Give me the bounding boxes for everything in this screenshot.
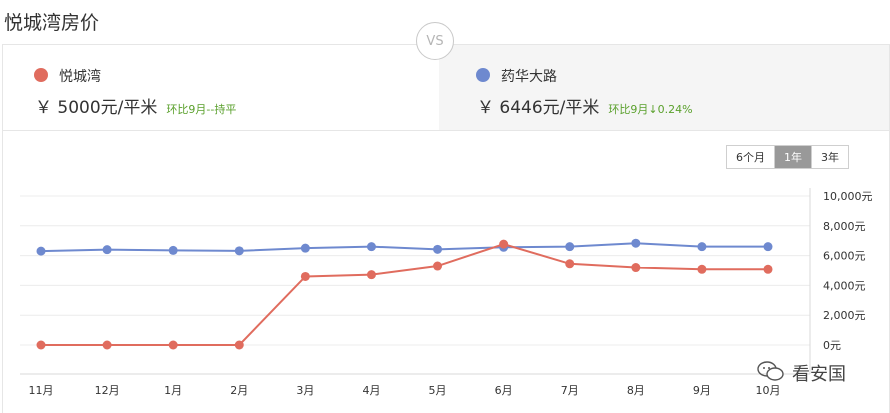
data-point <box>168 245 178 255</box>
data-point <box>168 340 178 350</box>
y-tick-label: 2,000元 <box>823 309 866 322</box>
y-tick-label: 8,000元 <box>823 220 866 233</box>
compare-left: 悦城湾 ￥ 5000元/平米 环比9月--持平 <box>3 45 439 130</box>
series-line <box>40 242 768 253</box>
watermark-text: 看安国 <box>792 364 846 385</box>
page-title: 悦城湾房价 <box>4 12 100 34</box>
x-tick-label: 7月 <box>561 384 579 397</box>
vs-badge: VS <box>416 22 454 60</box>
data-point <box>366 242 376 252</box>
data-point <box>234 246 244 256</box>
data-point <box>763 242 773 252</box>
range-tab-3-years[interactable]: 3年 <box>812 146 848 168</box>
data-point <box>631 238 641 248</box>
data-point <box>300 271 310 281</box>
data-point <box>499 239 509 249</box>
data-point <box>697 242 707 252</box>
range-tab-6-months[interactable]: 6个月 <box>727 146 775 168</box>
data-point <box>697 264 707 274</box>
data-point <box>234 340 244 350</box>
compare-right: 药华大路 ￥ 6446元/平米 环比9月↓0.24% <box>439 45 889 130</box>
y-tick-label: 6,000元 <box>823 250 866 263</box>
data-point <box>36 246 46 256</box>
comparison-panel: 悦城湾 ￥ 5000元/平米 环比9月--持平 药华大路 ￥ 6446元/平米 … <box>2 44 890 131</box>
compare-left-trend: 环比9月--持平 <box>166 103 237 116</box>
x-tick-label: 4月 <box>362 384 380 397</box>
x-tick-label: 3月 <box>296 384 314 397</box>
data-point <box>565 259 575 269</box>
data-point <box>565 242 575 252</box>
data-point <box>300 243 310 253</box>
x-tick-label: 1月 <box>164 384 182 397</box>
wechat-icon <box>756 360 786 386</box>
data-point <box>366 270 376 280</box>
y-tick-label: 4,000元 <box>823 279 866 292</box>
x-tick-label: 6月 <box>495 384 513 397</box>
y-tick-label: 10,000元 <box>823 190 873 203</box>
data-point <box>36 340 46 350</box>
watermark: 看安国 <box>756 360 846 386</box>
data-point <box>763 264 773 274</box>
series-color-dot <box>476 68 490 82</box>
x-tick-label: 2月 <box>230 384 248 397</box>
data-point <box>433 261 443 271</box>
data-point <box>631 263 641 273</box>
x-tick-label: 5月 <box>429 384 447 397</box>
compare-right-name: 药华大路 <box>501 69 557 85</box>
range-tab-1-year[interactable]: 1年 <box>775 146 812 168</box>
compare-right-price: ￥ 6446元/平米 <box>477 98 600 118</box>
data-point <box>433 244 443 254</box>
x-tick-label: 10月 <box>756 384 781 397</box>
compare-right-trend: 环比9月↓0.24% <box>608 103 693 116</box>
compare-left-price: ￥ 5000元/平米 <box>35 98 158 118</box>
data-point <box>102 245 112 255</box>
series-color-dot <box>34 68 48 82</box>
data-point <box>102 340 112 350</box>
series-line <box>41 243 768 346</box>
range-tabs: 6个月 1年 3年 <box>726 145 849 169</box>
compare-left-name: 悦城湾 <box>59 69 101 85</box>
x-tick-label: 11月 <box>29 384 54 397</box>
x-tick-label: 9月 <box>693 384 711 397</box>
x-tick-label: 12月 <box>95 384 120 397</box>
y-tick-label: 0元 <box>823 339 841 352</box>
x-tick-label: 8月 <box>627 384 645 397</box>
